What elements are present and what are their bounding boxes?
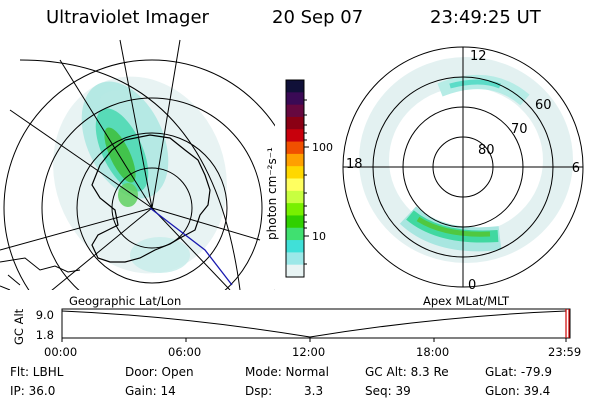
colorbar-stripe (286, 203, 304, 217)
mlat-label-60: 60 (535, 98, 552, 113)
time-label: 23:49:25 UT (430, 7, 541, 28)
colorbar-stripe (286, 264, 304, 278)
colorbar-stripe (286, 141, 304, 155)
geographic-map-label: Geographic Lat/Lon (69, 294, 182, 308)
ip-info: IP: 36.0 (10, 384, 56, 398)
alt-ytick-high: 9.0 (36, 308, 54, 322)
colorbar-stripe (286, 190, 304, 204)
colorbar-stripe (286, 104, 304, 118)
glat-info: GLat: -79.9 (485, 365, 552, 379)
alt-xtick-0000: 00:00 (44, 345, 78, 359)
colorbar-stripe (286, 215, 304, 229)
colorbar-stripe (286, 116, 304, 130)
door-info: Door: Open (125, 365, 194, 379)
magnetic-polar-map: 12 6 0 18 80 70 60 (342, 46, 584, 293)
colorbar: 100 10 photon cm⁻²s⁻¹ (265, 79, 333, 278)
altitude-plot: 9.0 1.8 GC Alt (12, 308, 571, 345)
colorbar-stripe (286, 227, 304, 241)
colorbar-stripe (286, 240, 304, 253)
filter-info: Flt: LBHL (10, 365, 64, 379)
colorbar-stripe (286, 80, 304, 93)
colorbar-stripe (286, 178, 304, 192)
mlt-label-midnight: 0 (468, 278, 476, 293)
colorbar-tick-100: 100 (312, 141, 333, 154)
mode-info: Mode: Normal (245, 365, 329, 379)
colorbar-tick-10: 10 (312, 230, 326, 243)
mlat-label-70: 70 (511, 122, 528, 137)
seq-info: Seq: 39 (365, 384, 411, 398)
alt-xtick-1800: 18:00 (416, 345, 450, 359)
colorbar-stripe (286, 252, 304, 266)
alt-ylabel: GC Alt (12, 308, 26, 345)
mlt-label-dawn: 6 (572, 161, 580, 176)
colorbar-gradient (286, 80, 304, 278)
geographic-map (0, 39, 275, 290)
colorbar-stripe (286, 166, 304, 180)
right-aurora (359, 57, 573, 263)
instrument-title: Ultraviolet Imager (46, 7, 209, 28)
glon-info: GLon: 39.4 (485, 384, 551, 398)
date-label: 20 Sep 07 (272, 7, 364, 28)
colorbar-unit-label: photon cm⁻²s⁻¹ (265, 147, 279, 240)
alt-xtick-1200: 12:00 (292, 345, 326, 359)
colorbar-stripe (286, 92, 304, 106)
left-aurora (53, 76, 227, 274)
dsp-label: Dsp: (245, 384, 273, 398)
apex-map-label: Apex MLat/MLT (423, 294, 510, 308)
gain-info: Gain: 14 (125, 384, 176, 398)
mlt-label-noon: 12 (470, 49, 487, 64)
mlat-label-80: 80 (478, 143, 495, 158)
alt-xtick-2359: 23:59 (548, 345, 582, 359)
alt-xtick-0600: 06:00 (168, 345, 202, 359)
colorbar-stripe (286, 129, 304, 143)
dsp-value: 3.3 (304, 384, 324, 398)
mlt-label-dusk: 18 (346, 157, 363, 172)
alt-ytick-low: 1.8 (36, 328, 54, 342)
colorbar-stripe (286, 153, 304, 167)
gc-alt-info: GC Alt: 8.3 Re (365, 365, 449, 379)
